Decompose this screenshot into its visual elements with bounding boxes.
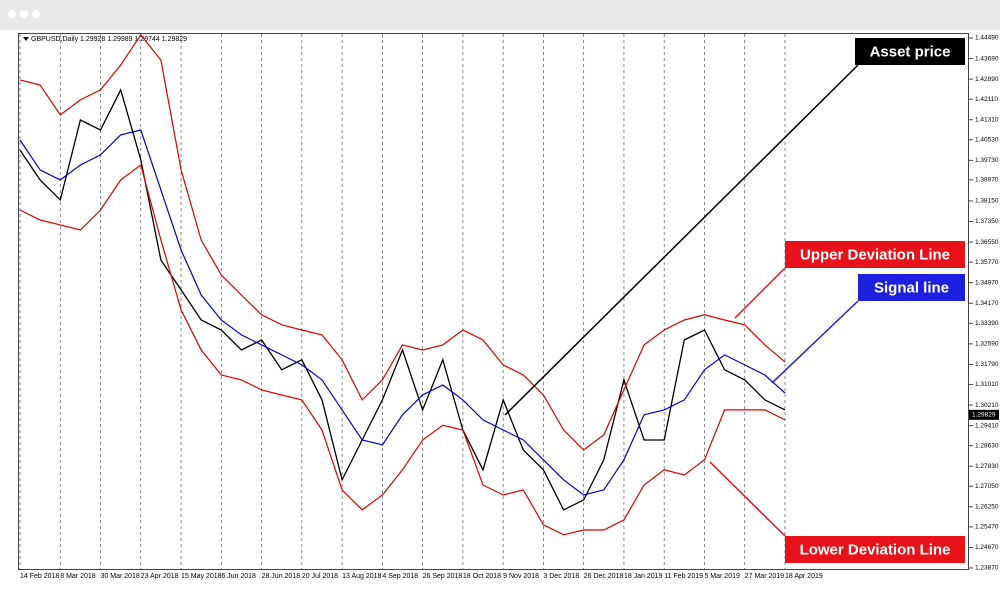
- annotation-pointer: [504, 64, 859, 416]
- annotation-label: Signal line: [874, 279, 949, 296]
- y-tick-label: 1.35770: [975, 259, 999, 266]
- annotation-box: [785, 536, 965, 563]
- x-tick-label: 11 Feb 2019: [664, 573, 703, 580]
- y-tick-label: 1.38970: [975, 177, 999, 184]
- annotation-label: Lower Deviation Line: [800, 541, 951, 558]
- annotation-box: [785, 241, 965, 268]
- x-tick-label: 26 Sep 2018: [423, 573, 463, 580]
- window-bar: [0, 0, 1000, 30]
- y-tick-label: 1.34970: [975, 279, 999, 286]
- x-tick-label: 14 Feb 2018: [20, 573, 59, 580]
- series-line: [19, 33, 786, 451]
- x-tick-label: 4 Sep 2018: [382, 573, 418, 580]
- y-tick-label: 1.37350: [975, 218, 999, 225]
- x-tick-label: 8 Mar 2018: [60, 573, 96, 580]
- y-tick-label: 1.25470: [975, 524, 999, 531]
- y-tick-label: 1.27830: [975, 463, 999, 470]
- series-line: [19, 163, 786, 536]
- y-tick-label: 1.42110: [975, 96, 998, 103]
- x-tick-label: 26 Dec 2018: [584, 573, 624, 580]
- y-tick-label: 1.31790: [975, 361, 999, 368]
- y-tick-label: 1.33390: [975, 320, 999, 327]
- x-tick-label: 15 May 2018: [181, 573, 222, 580]
- y-tick-label: 1.29410: [975, 422, 999, 429]
- y-tick-label: 1.28630: [975, 442, 999, 449]
- chart-title: GBPUSD,Daily 1.29928 1.29989 1.29744 1.2…: [31, 36, 187, 43]
- y-tick-label: 1.31010: [975, 381, 999, 388]
- y-tick-label: 1.24670: [975, 544, 999, 551]
- annotation-box: [858, 274, 965, 301]
- x-tick-label: 18 Apr 2019: [785, 573, 823, 580]
- series-line: [19, 129, 786, 496]
- x-tick-label: 30 Mar 2018: [101, 573, 140, 580]
- window-dot: [20, 10, 28, 18]
- annotation-pointer: [734, 267, 786, 319]
- x-tick-label: 5 Mar 2019: [704, 573, 740, 580]
- x-tick-label: 18 Jan 2019: [624, 573, 663, 580]
- title-arrow: [23, 37, 29, 41]
- y-tick-label: 1.27050: [975, 483, 999, 490]
- annotation-label: Upper Deviation Line: [800, 246, 950, 263]
- y-tick-label: 1.41310: [975, 116, 999, 123]
- current-price-label: 1.29829: [972, 412, 996, 419]
- x-tick-label: 9 Nov 2018: [503, 573, 539, 580]
- y-tick-label: 1.40530: [975, 137, 999, 144]
- y-tick-label: 1.42890: [975, 76, 999, 83]
- x-tick-label: 18 Oct 2018: [463, 573, 501, 580]
- x-tick-label: 3 Dec 2018: [543, 573, 579, 580]
- y-tick-label: 1.39730: [975, 157, 999, 164]
- x-tick-label: 23 Apr 2018: [141, 573, 179, 580]
- y-tick-label: 1.32590: [975, 341, 999, 348]
- x-tick-label: 20 Jul 2018: [302, 573, 338, 580]
- window-dot: [32, 10, 40, 18]
- y-tick-label: 1.36550: [975, 239, 999, 246]
- x-tick-label: 27 Mar 2019: [745, 573, 784, 580]
- x-tick-label: 28 Jun 2018: [262, 573, 301, 580]
- series-line: [19, 88, 786, 511]
- y-tick-label: 1.26250: [975, 504, 999, 511]
- y-tick-label: 1.23870: [975, 565, 999, 572]
- y-tick-label: 1.44490: [975, 35, 999, 42]
- annotation-pointer: [709, 461, 786, 537]
- current-price-tag: [969, 409, 999, 420]
- plot-frame: [18, 33, 969, 570]
- annotation-box: [855, 38, 965, 65]
- x-tick-label: 13 Aug 2018: [342, 573, 381, 580]
- annotation-pointer: [771, 300, 859, 384]
- y-tick-label: 1.43690: [975, 55, 999, 62]
- y-tick-label: 1.34170: [975, 300, 999, 307]
- annotation-label: Asset price: [870, 43, 951, 60]
- y-tick-label: 1.30210: [975, 402, 999, 409]
- x-tick-label: 6 Jun 2018: [221, 573, 256, 580]
- y-tick-label: 1.38150: [975, 198, 999, 205]
- window-dot: [8, 10, 16, 18]
